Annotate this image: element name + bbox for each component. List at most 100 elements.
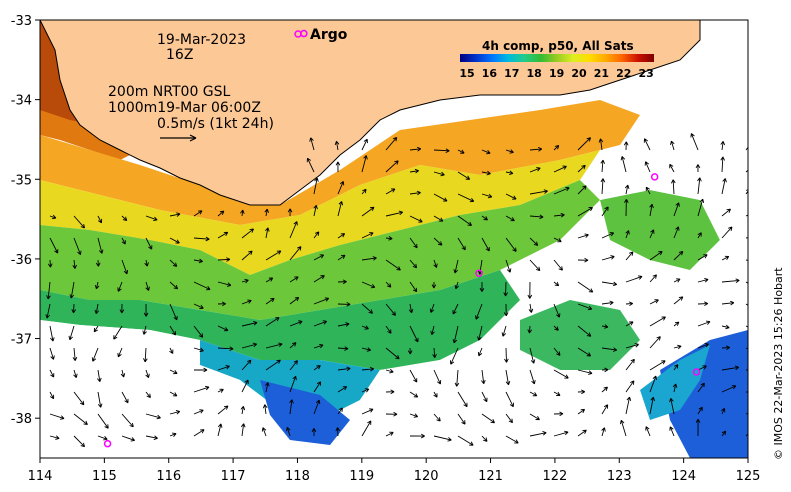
current-arrow — [553, 303, 561, 318]
current-arrow — [505, 413, 513, 424]
current-arrow — [672, 383, 678, 393]
current-arrow — [433, 391, 438, 398]
current-arrow — [142, 325, 147, 335]
current-arrow — [313, 399, 321, 415]
current-arrow — [73, 413, 88, 426]
current-arrow — [217, 388, 224, 393]
current-arrow — [745, 259, 748, 261]
current-arrow — [433, 215, 444, 222]
current-arrow — [553, 237, 562, 243]
current-arrow — [457, 391, 468, 408]
current-arrow — [601, 300, 614, 306]
lat-tick-label: -36 — [11, 253, 32, 268]
current-arrow — [433, 171, 445, 177]
current-arrow — [553, 281, 560, 287]
current-arrow — [625, 380, 635, 393]
current-arrow — [91, 347, 99, 362]
current-arrow — [527, 281, 533, 299]
current-arrow — [601, 427, 606, 437]
current-arrow — [429, 303, 435, 313]
current-arrow — [577, 408, 586, 415]
current-arrow — [265, 317, 280, 327]
current-arrow — [721, 385, 737, 393]
current-arrow — [289, 320, 303, 327]
current-arrow — [97, 215, 103, 224]
lon-tick-label: 125 — [736, 469, 761, 484]
current-arrow — [409, 433, 425, 439]
current-arrow — [601, 281, 618, 287]
current-arrow — [577, 303, 593, 311]
current-arrow — [527, 325, 532, 334]
current-arrow — [673, 202, 680, 217]
current-arrow — [505, 193, 517, 200]
current-arrow — [553, 186, 570, 195]
argo-label: Argo — [310, 27, 348, 43]
current-arrow — [49, 369, 55, 378]
current-arrow — [625, 251, 634, 261]
current-arrow — [409, 325, 419, 343]
current-arrow — [433, 259, 438, 268]
colorbar-tick-label: 17 — [504, 67, 519, 80]
depth-line-2: 1000m19-Mar 06:00Z — [108, 100, 261, 116]
current-arrow — [145, 215, 158, 222]
colorbar-title: 4h comp, p50, All Sats — [482, 39, 634, 53]
current-arrow — [337, 322, 350, 327]
current-arrow — [73, 391, 85, 406]
current-arrow — [430, 325, 435, 335]
colorbar-tick-label: 16 — [482, 67, 498, 80]
current-arrow — [49, 237, 59, 254]
current-arrow — [457, 193, 475, 203]
current-arrow — [720, 141, 726, 151]
current-arrow — [337, 346, 349, 351]
current-arrow — [49, 347, 55, 360]
current-arrow — [408, 303, 414, 314]
lat-tick-label: -33 — [11, 14, 32, 29]
current-arrow — [169, 347, 174, 354]
current-arrow — [145, 369, 150, 379]
current-arrow — [457, 215, 472, 226]
current-arrow — [385, 236, 393, 241]
current-arrow — [169, 410, 181, 415]
current-arrow — [385, 431, 394, 437]
current-arrow — [695, 164, 701, 173]
current-arrow — [577, 281, 594, 293]
current-arrow — [529, 431, 547, 437]
current-arrow — [361, 388, 370, 393]
current-arrow — [93, 325, 99, 333]
current-arrow — [309, 137, 315, 151]
lon-tick-label: 114 — [28, 469, 53, 484]
current-arrow — [449, 347, 459, 365]
current-arrow — [697, 320, 711, 327]
current-arrow — [673, 296, 684, 305]
current-arrow — [454, 369, 460, 387]
current-arrow — [385, 411, 398, 417]
current-arrow — [577, 164, 586, 173]
lon-tick-label: 118 — [285, 469, 310, 484]
current-arrow — [529, 237, 539, 246]
current-arrow — [409, 215, 423, 223]
current-arrow — [505, 170, 514, 176]
current-arrow — [217, 281, 232, 287]
current-arrow — [217, 231, 229, 239]
current-arrow — [625, 358, 635, 371]
current-arrow — [306, 157, 315, 173]
current-arrow — [385, 210, 404, 217]
current-arrow — [481, 149, 491, 155]
sst-yellow — [40, 150, 600, 275]
current-arrow — [143, 347, 148, 363]
current-arrow — [432, 347, 437, 358]
current-arrow — [68, 325, 75, 341]
current-arrow — [265, 342, 283, 349]
current-arrow — [624, 184, 630, 195]
current-arrow — [289, 296, 300, 305]
current-arrow — [553, 391, 561, 396]
current-arrow — [409, 237, 418, 249]
lon-tick-label: 124 — [671, 469, 696, 484]
current-arrow — [264, 208, 269, 217]
current-arrow — [313, 320, 328, 327]
current-arrow — [121, 237, 126, 245]
current-arrow — [577, 325, 592, 337]
current-arrow — [121, 391, 129, 404]
current-arrow — [453, 259, 459, 274]
colorbar-tick-label: 23 — [639, 67, 654, 80]
